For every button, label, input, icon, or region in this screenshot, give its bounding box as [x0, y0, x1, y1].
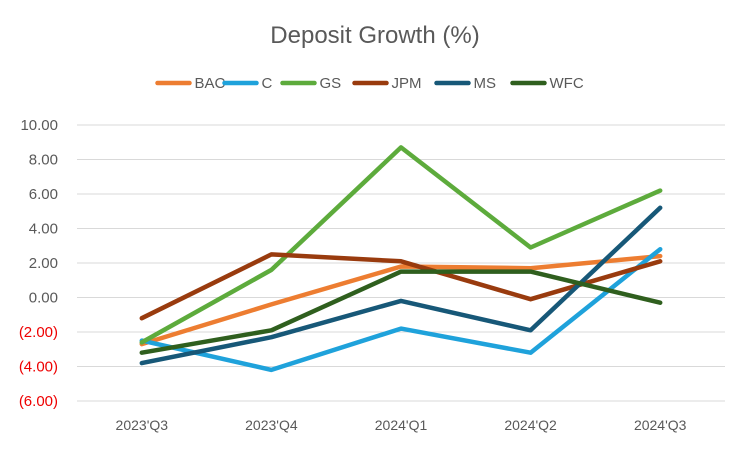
x-tick-label: 2024'Q1: [375, 417, 428, 433]
legend-item-bac: BAC: [155, 75, 226, 92]
y-tick-label: 2.00: [29, 255, 58, 272]
series-line-gs: [139, 145, 663, 345]
series-group: [139, 145, 663, 373]
series-line-wfc: [139, 269, 663, 355]
x-axis: 2023'Q3 2023'Q4 2024'Q1 2024'Q2 2024'Q3: [116, 417, 687, 433]
legend-item-c: C: [222, 75, 273, 92]
series-line-c: [139, 246, 663, 373]
y-tick-label: 4.00: [29, 221, 58, 238]
x-tick-label: 2023'Q3: [116, 417, 169, 433]
x-tick-label: 2024'Q3: [634, 417, 687, 433]
y-tick-label: (2.00): [19, 324, 58, 341]
series-line-bac: [139, 253, 663, 347]
legend-item-jpm: JPM: [352, 75, 422, 92]
legend-label: C: [262, 75, 273, 92]
y-tick-label: 8.00: [29, 152, 58, 169]
legend-label: MS: [474, 75, 497, 92]
legend-item-ms: MS: [434, 75, 497, 92]
legend-label: BAC: [195, 75, 226, 92]
x-tick-label: 2023'Q4: [245, 417, 298, 433]
legend-label: JPM: [392, 75, 422, 92]
series-line-ms: [139, 205, 663, 366]
y-tick-label: (6.00): [19, 393, 58, 410]
y-axis: 10.00 8.00 6.00 4.00 2.00 0.00 (2.00) (4.00) (6.…: [19, 117, 58, 410]
y-tick-label: 0.00: [29, 290, 58, 307]
y-tick-label: 10.00: [20, 117, 58, 134]
y-tick-label: 6.00: [29, 186, 58, 203]
chart-title: Deposit Growth (%): [270, 22, 479, 49]
y-tick-label: (4.00): [19, 359, 58, 376]
legend: BAC C GS JPM MS WFC: [155, 75, 584, 92]
legend-label: GS: [320, 75, 342, 92]
legend-item-wfc: WFC: [510, 75, 584, 92]
legend-item-gs: GS: [280, 75, 342, 92]
legend-label: WFC: [550, 75, 584, 92]
x-tick-label: 2024'Q2: [504, 417, 557, 433]
